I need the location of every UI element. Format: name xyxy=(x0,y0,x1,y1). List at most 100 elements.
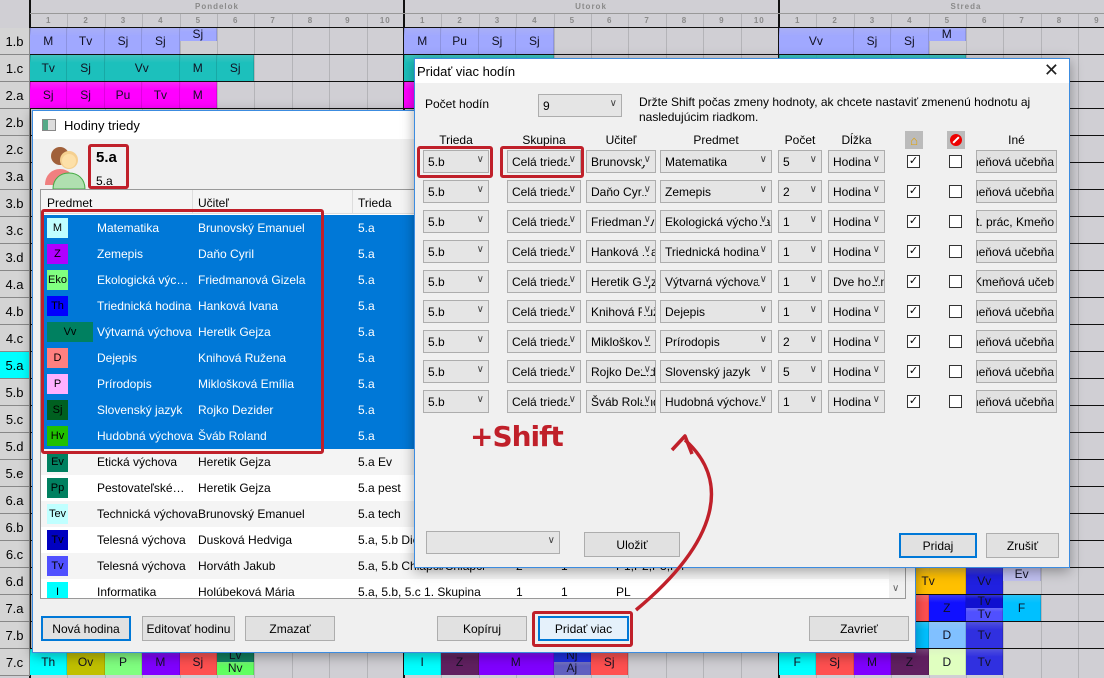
class-select[interactable]: 5.b ∨ xyxy=(423,150,489,173)
lesson-cell[interactable]: Sj xyxy=(179,28,217,41)
teacher-select[interactable]: Daňo Cyril ∨ xyxy=(586,180,656,203)
block-checkbox[interactable] xyxy=(949,365,962,378)
lesson-cell[interactable]: Sj xyxy=(891,28,929,54)
add-more-button[interactable]: Pridať viac xyxy=(538,616,629,641)
block-checkbox[interactable] xyxy=(949,305,962,318)
count-select[interactable]: 2 ∨ xyxy=(778,330,822,353)
row-label-7.c[interactable]: 7.c xyxy=(0,649,30,676)
lesson-cell[interactable]: M xyxy=(478,649,554,675)
lesson-cell[interactable]: F xyxy=(779,649,817,675)
block-checkbox[interactable] xyxy=(949,185,962,198)
subject-select[interactable]: Triednická hodina ∨ xyxy=(660,240,772,263)
home-room-checkbox[interactable]: ✓ xyxy=(907,365,920,378)
class-select[interactable]: 5.b ∨ xyxy=(423,330,489,353)
other-settings-button[interactable]: st. prác, Kmeňo xyxy=(976,210,1057,233)
subject-select[interactable]: Výtvarná výchova ∨ xyxy=(660,270,772,293)
row-label-4.b[interactable]: 4.b xyxy=(0,298,30,325)
delete-button[interactable]: Zmazať xyxy=(245,616,335,641)
teacher-select[interactable]: Mikloškova ∨ xyxy=(586,330,656,353)
cancel-button[interactable]: Zrušiť xyxy=(986,533,1059,558)
lesson-cell[interactable]: Sj xyxy=(67,55,105,81)
group-select[interactable]: Celá trieda ∨ xyxy=(507,210,581,233)
subject-select[interactable]: Dejepis ∨ xyxy=(660,300,772,323)
length-select[interactable]: Hodina ∨ xyxy=(828,180,885,203)
row-label-5.b[interactable]: 5.b xyxy=(0,379,30,406)
lesson-cell[interactable]: M xyxy=(179,55,217,81)
group-select[interactable]: Celá trieda ∨ xyxy=(507,390,581,413)
block-checkbox[interactable] xyxy=(949,395,962,408)
table-row[interactable]: I Informatika Holúbeková Mária 5.a, 5.b, 5.… xyxy=(41,579,905,598)
subject-select[interactable]: Hudobná výchova ∨ xyxy=(660,390,772,413)
lesson-cell[interactable]: Tv xyxy=(966,608,1004,621)
teacher-select[interactable]: Heretik Gejza∨ xyxy=(586,270,656,293)
teacher-select[interactable]: Friedmanová ∨ xyxy=(586,210,656,233)
lesson-cell[interactable]: M xyxy=(404,28,442,54)
new-lesson-button[interactable]: Nová hodina xyxy=(41,616,131,641)
row-label-3.b[interactable]: 3.b xyxy=(0,190,30,217)
teacher-select[interactable]: Šváb Roland ∨ xyxy=(586,390,656,413)
group-select[interactable]: Celá trieda ∨ xyxy=(507,330,581,353)
class-select[interactable]: 5.b ∨ xyxy=(423,390,489,413)
row-label-6.b[interactable]: 6.b xyxy=(0,514,30,541)
class-select[interactable]: 5.b ∨ xyxy=(423,240,489,263)
lesson-cell[interactable]: Tv xyxy=(966,595,1004,608)
teacher-select[interactable]: Knihová Ružena∨ xyxy=(586,300,656,323)
count-select[interactable]: 1 ∨ xyxy=(778,270,822,293)
lesson-cell[interactable]: Tv xyxy=(966,622,1004,648)
lesson-cell[interactable]: Sj xyxy=(816,649,854,675)
other-settings-button[interactable]: Kmeňová učebňa xyxy=(976,300,1057,323)
home-room-checkbox[interactable]: ✓ xyxy=(907,335,920,348)
lesson-cell[interactable]: Tv xyxy=(142,82,180,108)
block-checkbox[interactable] xyxy=(949,155,962,168)
class-select[interactable]: 5.b ∨ xyxy=(423,180,489,203)
lesson-cell[interactable]: I xyxy=(404,649,442,675)
lesson-cell[interactable]: M xyxy=(179,82,217,108)
length-select[interactable]: Hodina ∨ xyxy=(828,360,885,383)
group-select[interactable]: Celá trieda ∨ xyxy=(507,240,581,263)
scroll-down-icon[interactable]: ∨ xyxy=(892,583,900,594)
class-select[interactable]: 5.b ∨ xyxy=(423,270,489,293)
length-select[interactable]: Hodina ∨ xyxy=(828,390,885,413)
add-button[interactable]: Pridaj xyxy=(899,533,977,558)
column-header-trieda[interactable]: Trieda xyxy=(358,196,392,210)
row-label-3.c[interactable]: 3.c xyxy=(0,217,30,244)
home-room-checkbox[interactable]: ✓ xyxy=(907,245,920,258)
lesson-cell[interactable]: Sj xyxy=(67,82,105,108)
row-label-5.e[interactable]: 5.e xyxy=(0,460,30,487)
other-settings-button[interactable]: Kmeňová učebňa xyxy=(976,330,1057,353)
lesson-cell[interactable]: Sj xyxy=(30,82,68,108)
home-room-checkbox[interactable]: ✓ xyxy=(907,215,920,228)
lesson-cell[interactable]: Nv xyxy=(217,662,255,675)
edit-lesson-button[interactable]: Editovať hodinu xyxy=(142,616,235,641)
row-label-2.a[interactable]: 2.a xyxy=(0,82,30,109)
group-select[interactable]: Celá trieda ∨ xyxy=(507,300,581,323)
lesson-cell[interactable]: Pu xyxy=(104,82,143,108)
group-select[interactable]: Celá trieda ∨ xyxy=(507,180,581,203)
lesson-cell[interactable]: Z xyxy=(441,649,479,675)
lesson-cell[interactable]: M xyxy=(853,649,892,675)
home-room-checkbox[interactable]: ✓ xyxy=(907,305,920,318)
block-checkbox[interactable] xyxy=(949,245,962,258)
count-select[interactable]: 5 ∨ xyxy=(778,150,822,173)
lesson-cell[interactable]: Sj xyxy=(179,649,217,675)
subject-select[interactable]: Zemepis ∨ xyxy=(660,180,772,203)
count-select[interactable]: 1 ∨ xyxy=(778,210,822,233)
group-select[interactable]: Celá trieda ∨ xyxy=(507,150,581,173)
length-select[interactable]: Hodina ∨ xyxy=(828,300,885,323)
lesson-cell[interactable]: Sj xyxy=(853,28,892,54)
group-select[interactable]: Celá trieda ∨ xyxy=(507,270,581,293)
lesson-cell[interactable]: D xyxy=(928,622,966,648)
lesson-cell[interactable]: D xyxy=(928,649,966,675)
lesson-cell[interactable]: P xyxy=(104,649,143,675)
other-settings-button[interactable]: Kmeňová učebňa xyxy=(976,150,1057,173)
count-select[interactable]: 1 ∨ xyxy=(778,390,822,413)
lesson-cell[interactable]: Vv xyxy=(966,568,1004,594)
class-select[interactable]: 5.b ∨ xyxy=(423,360,489,383)
count-select[interactable]: 1 ∨ xyxy=(778,300,822,323)
save-button[interactable]: Uložiť xyxy=(584,532,680,557)
other-settings-button[interactable]: Kmeňová učebňa xyxy=(976,240,1057,263)
block-checkbox[interactable] xyxy=(949,275,962,288)
group-select[interactable]: Celá trieda ∨ xyxy=(507,360,581,383)
lesson-cell[interactable]: Sj xyxy=(217,55,255,81)
length-select[interactable]: Hodina ∨ xyxy=(828,150,885,173)
